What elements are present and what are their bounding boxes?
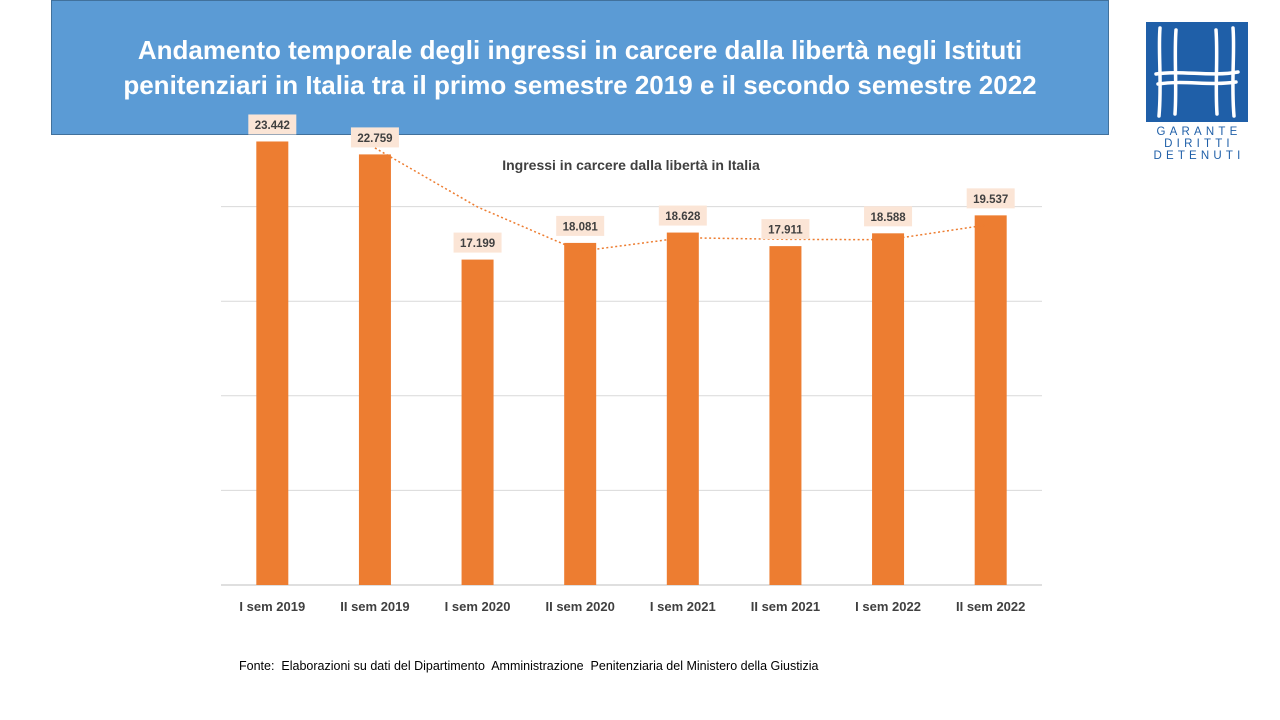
page-title-line-1: Andamento temporale degli ingressi in ca… [137,34,1023,65]
garante-logo [1146,22,1248,122]
x-tick-label: II sem 2020 [545,599,614,614]
data-label: 18.588 [864,206,913,227]
data-label-bg [556,215,605,236]
chart-title: Ingressi in carcere dalla libertà in Ita… [502,157,760,173]
bar [974,215,1007,585]
source-note: Fonte: Elaborazioni su dati del Dipartim… [239,659,819,673]
data-label-bg [350,127,399,148]
bar [564,242,597,586]
logo-line-2: DIRITTI [1164,138,1234,150]
logo-line-3: DETENUTI [1153,150,1245,162]
data-label: 17.199 [453,232,502,253]
data-label-bg [453,232,502,253]
bar [358,154,391,585]
trendline-path [374,147,991,253]
bar [666,232,699,586]
x-axis-ticks: I sem 2019 II sem 2019 I sem 2020 II sem 20… [239,599,1025,614]
page-title-line-2: penitenziari in Italia tra il primo seme… [123,69,1037,100]
data-label-bg [248,114,297,135]
bar [256,141,289,585]
title-banner: Andamento temporale degli ingressi in ca… [51,0,1109,135]
data-label-text: 18.588 [870,212,906,224]
data-label-text: 22.759 [357,133,392,145]
bar-chart: Ingressi in carcere dalla libertà in Ita… [221,114,1042,614]
data-label-text: 17.199 [460,238,495,250]
trendline [374,147,991,253]
data-label: 18.081 [556,215,605,236]
data-label-text: 17.911 [768,225,803,237]
data-label-text: 23.442 [255,120,290,132]
data-label-bg [966,188,1015,209]
data-label: 22.759 [350,127,399,148]
data-label-text: 18.081 [563,221,599,233]
data-label-bg [658,205,707,226]
gridlines [221,206,1042,586]
data-label-bg [761,219,810,240]
bars [256,141,1007,586]
data-labels: 23.442 22.759 17.199 18.081 18.628 17.911 18.5… [248,114,1015,253]
data-label-text: 19.537 [973,194,1008,206]
x-tick-label: I sem 2020 [445,599,511,614]
data-label: 19.537 [966,188,1015,209]
data-label: 18.628 [658,205,707,226]
x-tick-label: I sem 2019 [239,599,305,614]
x-tick-label: II sem 2022 [956,599,1025,614]
data-label: 23.442 [248,114,297,135]
data-label-text: 18.628 [665,211,701,223]
data-label: 17.911 [761,219,810,240]
x-tick-label: I sem 2021 [650,599,716,614]
data-label-bg [864,206,913,227]
x-tick-label: II sem 2021 [751,599,820,614]
logo-text: GARANTE DIRITTI DETENUTI [1146,126,1248,162]
bar [872,233,905,585]
bar [461,259,494,585]
logo-line-1: GARANTE [1156,126,1242,138]
x-tick-label: II sem 2019 [340,599,409,614]
bar [769,246,802,585]
x-tick-label: I sem 2022 [855,599,921,614]
